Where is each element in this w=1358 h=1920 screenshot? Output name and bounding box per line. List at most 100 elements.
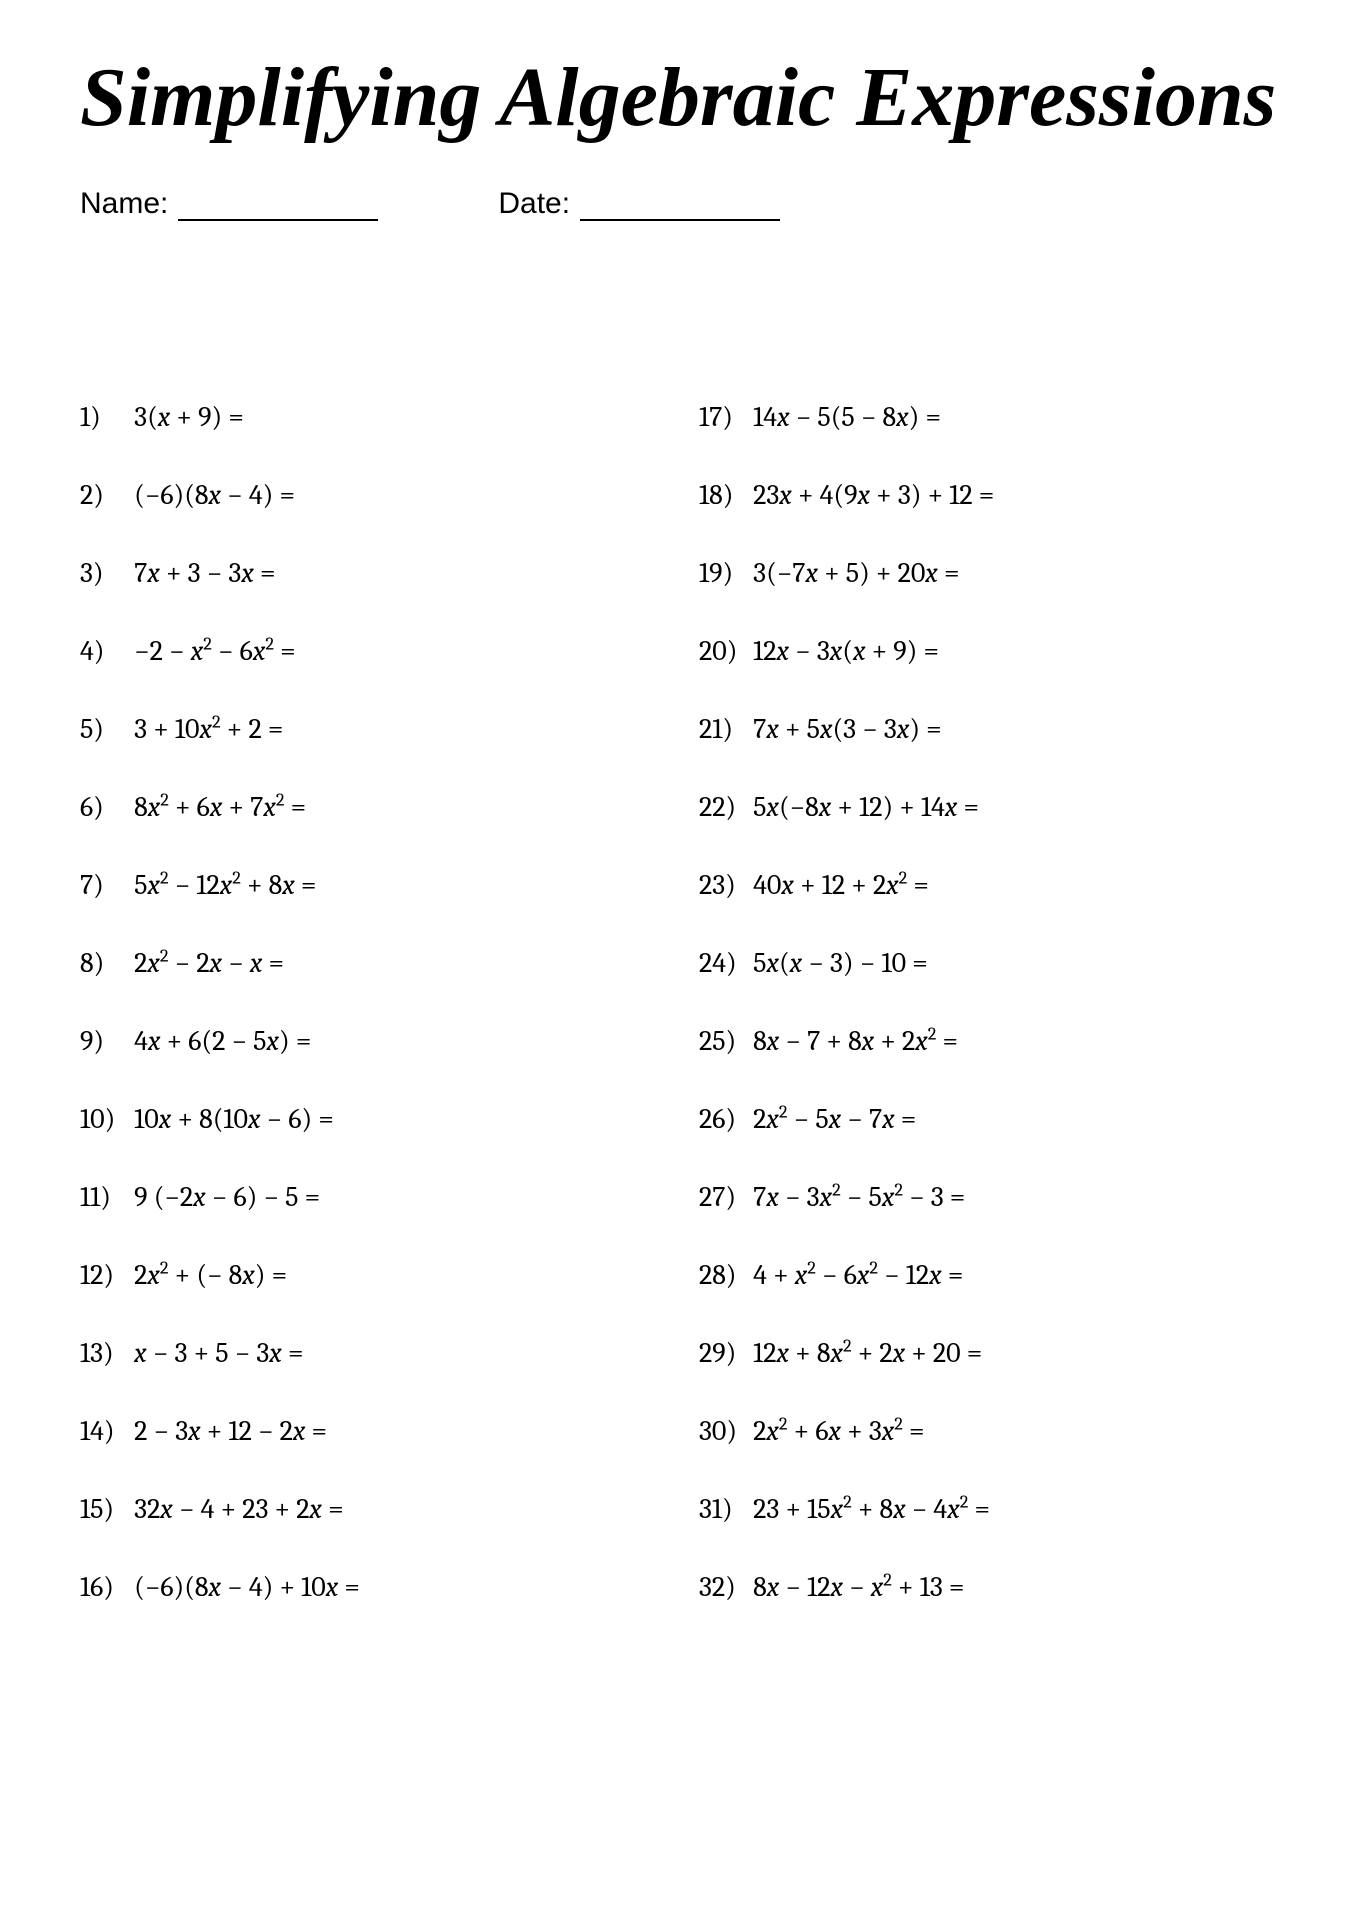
problem-number: 8) — [80, 947, 128, 979]
problem-expression: 14x − 5(5 − 8x) = — [747, 401, 941, 433]
problem-item: 4) −2 − x2 − 6x2 = — [80, 635, 659, 667]
problem-number: 22) — [699, 791, 747, 823]
problem-number: 31) — [699, 1493, 747, 1525]
problem-number: 5) — [80, 713, 128, 745]
problem-expression: 5x(−8x + 12) + 14x = — [747, 791, 979, 823]
problem-expression: 8x − 12x − x2 + 13 = — [747, 1571, 964, 1603]
name-field: Name: — [80, 187, 378, 221]
problem-number: 18) — [699, 479, 747, 511]
problem-expression: 4x + 6(2 − 5x) = — [128, 1025, 311, 1057]
problem-expression: 32x − 4 + 23 + 2x = — [128, 1493, 344, 1525]
problem-item: 2) (−6)(8x − 4) = — [80, 479, 659, 511]
problem-number: 30) — [699, 1415, 747, 1447]
problem-expression: 2x2 + (− 8x) = — [128, 1259, 287, 1291]
problem-number: 9) — [80, 1025, 128, 1057]
problem-expression: 7x + 5x(3 − 3x) = — [747, 713, 942, 745]
problem-item: 29) 12x + 8x2 + 2x + 20 = — [699, 1337, 1278, 1369]
name-blank[interactable] — [178, 188, 378, 221]
problem-item: 8) 2x2 − 2x − x = — [80, 947, 659, 979]
problem-number: 2) — [80, 479, 128, 511]
problem-expression: 23x + 4(9x + 3) + 12 = — [747, 479, 994, 511]
problem-item: 5) 3 + 10x2 + 2 = — [80, 713, 659, 745]
problem-item: 3) 7x + 3 − 3x = — [80, 557, 659, 589]
problem-expression: 23 + 15x2 + 8x − 4x2 = — [747, 1493, 990, 1525]
problem-number: 15) — [80, 1493, 128, 1525]
problem-item: 16) (−6)(8x − 4) + 10x = — [80, 1571, 659, 1603]
problem-number: 16) — [80, 1571, 128, 1603]
problem-number: 6) — [80, 791, 128, 823]
problem-expression: (−6)(8x − 4) = — [128, 479, 295, 511]
problem-expression: 7x + 3 − 3x = — [128, 557, 276, 589]
problem-number: 27) — [699, 1181, 747, 1213]
problem-number: 14) — [80, 1415, 128, 1447]
problem-number: 19) — [699, 557, 747, 589]
problem-item: 20) 12x − 3x(x + 9) = — [699, 635, 1278, 667]
problem-expression: 8x2 + 6x + 7x2 = — [128, 791, 306, 823]
problem-item: 15) 32x − 4 + 23 + 2x = — [80, 1493, 659, 1525]
problem-item: 14) 2 − 3x + 12 − 2x = — [80, 1415, 659, 1447]
problems-column-left: 1) 3(x + 9) = 2) (−6)(8x − 4) = 3) 7x + 3 … — [80, 401, 659, 1603]
problem-number: 11) — [80, 1181, 128, 1213]
problem-expression: 2x2 + 6x + 3x2 = — [747, 1415, 925, 1447]
name-label: Name: — [80, 187, 168, 221]
problem-item: 7) 5x2 − 12x2 + 8x = — [80, 869, 659, 901]
date-field: Date: — [498, 187, 780, 221]
problem-number: 21) — [699, 713, 747, 745]
problem-number: 17) — [699, 401, 747, 433]
problem-expression: 5x2 − 12x2 + 8x = — [128, 869, 316, 901]
problem-expression: 12x + 8x2 + 2x + 20 = — [747, 1337, 982, 1369]
problems-column-right: 17) 14x − 5(5 − 8x) = 18) 23x + 4(9x + 3)… — [699, 401, 1278, 1603]
problem-item: 32) 8x − 12x − x2 + 13 = — [699, 1571, 1278, 1603]
problem-item: 25) 8x − 7 + 8x + 2x2 = — [699, 1025, 1278, 1057]
problem-item: 18) 23x + 4(9x + 3) + 12 = — [699, 479, 1278, 511]
problem-item: 12) 2x2 + (− 8x) = — [80, 1259, 659, 1291]
problem-item: 30) 2x2 + 6x + 3x2 = — [699, 1415, 1278, 1447]
problem-item: 23) 40x + 12 + 2x2 = — [699, 869, 1278, 901]
problem-number: 23) — [699, 869, 747, 901]
problem-number: 4) — [80, 635, 128, 667]
problem-item: 10) 10x + 8(10x − 6) = — [80, 1103, 659, 1135]
problem-expression: 3 + 10x2 + 2 = — [128, 713, 283, 745]
problem-expression: 8x − 7 + 8x + 2x2 = — [747, 1025, 958, 1057]
date-blank[interactable] — [580, 188, 780, 221]
problem-item: 31) 23 + 15x2 + 8x − 4x2 = — [699, 1493, 1278, 1525]
problem-number: 3) — [80, 557, 128, 589]
problem-item: 22) 5x(−8x + 12) + 14x = — [699, 791, 1278, 823]
problem-expression: 7x − 3x2 − 5x2 − 3 = — [747, 1181, 965, 1213]
problems-grid: 1) 3(x + 9) = 2) (−6)(8x − 4) = 3) 7x + 3 … — [80, 401, 1278, 1603]
problem-item: 6) 8x2 + 6x + 7x2 = — [80, 791, 659, 823]
problem-number: 25) — [699, 1025, 747, 1057]
problem-expression: (−6)(8x − 4) + 10x = — [128, 1571, 360, 1603]
date-label: Date: — [498, 187, 570, 221]
problem-expression: x − 3 + 5 − 3x = — [128, 1337, 303, 1369]
problem-number: 12) — [80, 1259, 128, 1291]
problem-expression: −2 − x2 − 6x2 = — [128, 635, 296, 667]
problem-number: 24) — [699, 947, 747, 979]
problem-expression: 3(x + 9) = — [128, 401, 244, 433]
problem-expression: 4 + x2 − 6x2 − 12x = — [747, 1259, 963, 1291]
worksheet-page: Simplifying Algebraic Expressions Name: … — [0, 0, 1358, 1683]
problem-number: 32) — [699, 1571, 747, 1603]
problem-item: 9) 4x + 6(2 − 5x) = — [80, 1025, 659, 1057]
problem-expression: 2 − 3x + 12 − 2x = — [128, 1415, 327, 1447]
problem-item: 19) 3(−7x + 5) + 20x = — [699, 557, 1278, 589]
problem-expression: 3(−7x + 5) + 20x = — [747, 557, 959, 589]
problem-expression: 5x(x − 3) − 10 = — [747, 947, 928, 979]
problem-expression: 2x2 − 5x − 7x = — [747, 1103, 916, 1135]
problem-expression: 10x + 8(10x − 6) = — [128, 1103, 334, 1135]
problem-number: 13) — [80, 1337, 128, 1369]
problem-number: 20) — [699, 635, 747, 667]
problem-item: 1) 3(x + 9) = — [80, 401, 659, 433]
problem-number: 28) — [699, 1259, 747, 1291]
problem-number: 10) — [80, 1103, 128, 1135]
info-row: Name: Date: — [80, 187, 1278, 221]
problem-number: 29) — [699, 1337, 747, 1369]
problem-number: 1) — [80, 401, 128, 433]
problem-item: 28) 4 + x2 − 6x2 − 12x = — [699, 1259, 1278, 1291]
problem-item: 17) 14x − 5(5 − 8x) = — [699, 401, 1278, 433]
problem-item: 11) 9 (−2x − 6) − 5 = — [80, 1181, 659, 1213]
problem-expression: 9 (−2x − 6) − 5 = — [128, 1181, 320, 1213]
problem-item: 13) x − 3 + 5 − 3x = — [80, 1337, 659, 1369]
problem-expression: 12x − 3x(x + 9) = — [747, 635, 939, 667]
problem-expression: 2x2 − 2x − x = — [128, 947, 284, 979]
